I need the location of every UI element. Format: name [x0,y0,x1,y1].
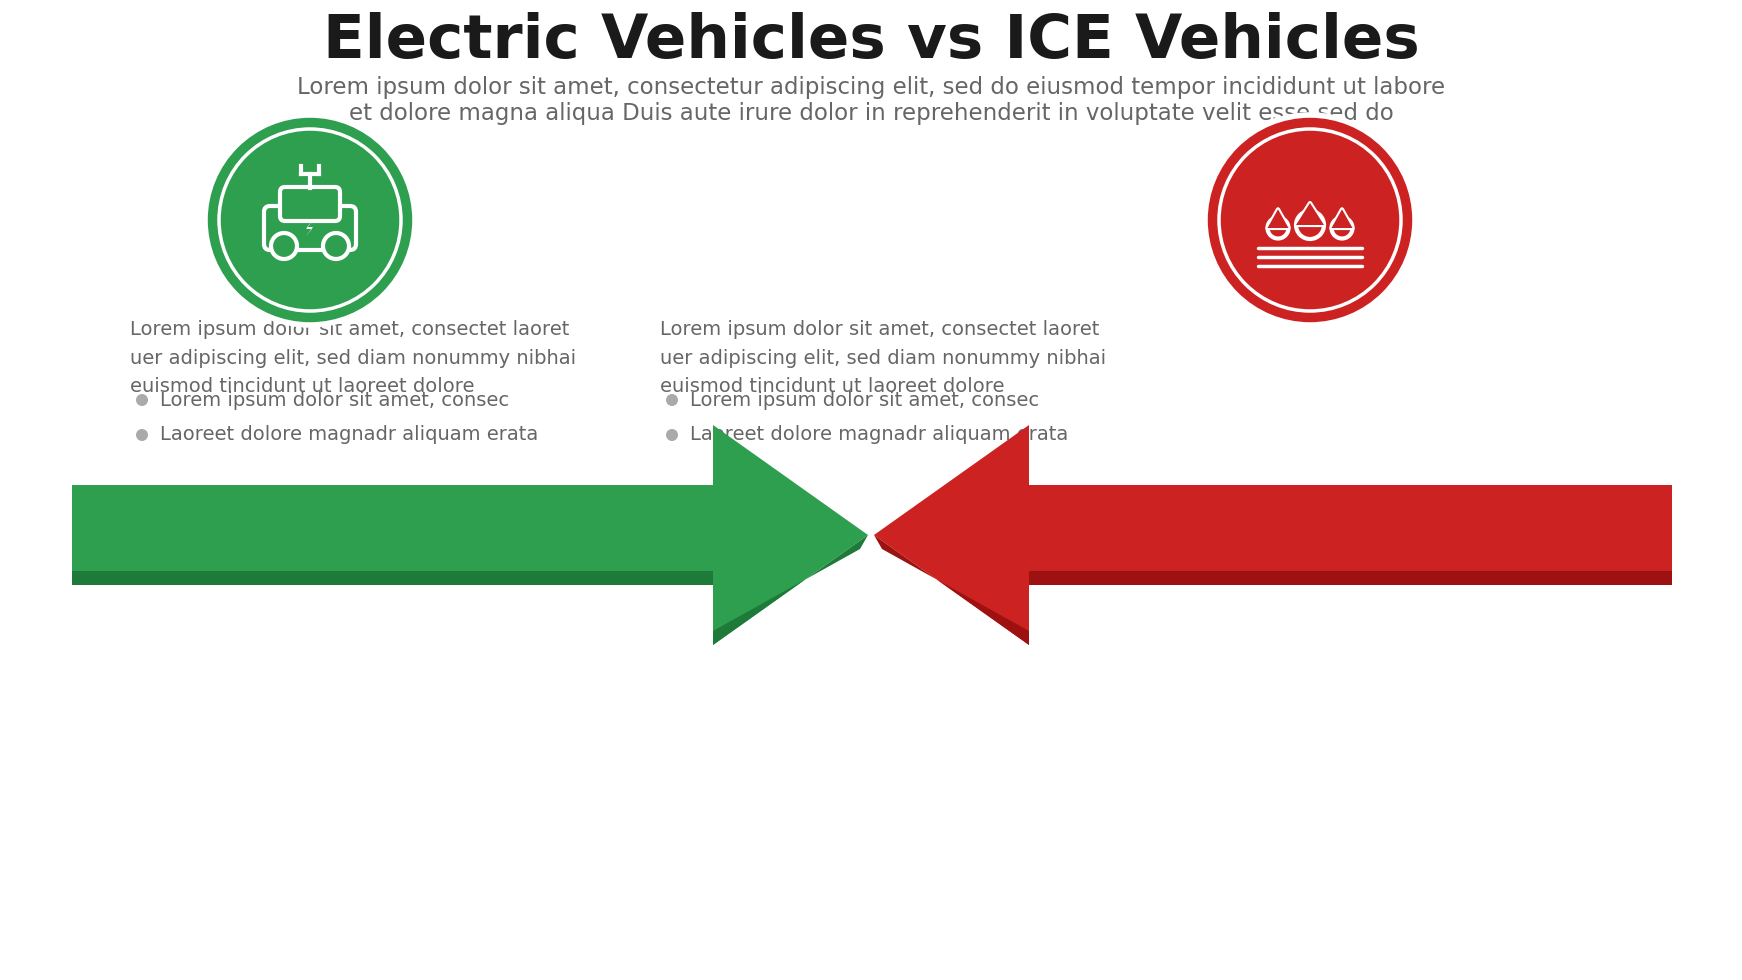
Circle shape [206,115,415,325]
Polygon shape [71,535,868,645]
Polygon shape [874,425,1672,645]
Polygon shape [1268,210,1289,228]
Text: Laoreet dolore magnadr aliquam erata: Laoreet dolore magnadr aliquam erata [690,425,1068,445]
Circle shape [1296,211,1324,239]
Text: Lorem ipsum dolor sit amet, consec: Lorem ipsum dolor sit amet, consec [160,390,509,410]
Circle shape [665,429,678,441]
Polygon shape [1331,210,1352,228]
Circle shape [1268,218,1289,238]
Circle shape [272,233,296,259]
Text: et dolore magna aliqua Duis aute irure dolor in reprehenderit in voluptate velit: et dolore magna aliqua Duis aute irure d… [348,103,1394,125]
Polygon shape [71,425,868,645]
FancyBboxPatch shape [265,206,355,250]
Circle shape [665,394,678,406]
Text: Lorem ipsum dolor sit amet, consectet laoret
uer adipiscing elit, sed diam nonum: Lorem ipsum dolor sit amet, consectet la… [131,320,577,397]
Text: Lorem ipsum dolor sit amet, consectet laoret
uer adipiscing elit, sed diam nonum: Lorem ipsum dolor sit amet, consectet la… [660,320,1106,397]
Circle shape [1205,115,1415,325]
Text: Lorem ipsum dolor sit amet, consectetur adipiscing elit, sed do eiusmod tempor i: Lorem ipsum dolor sit amet, consectetur … [296,76,1446,100]
Polygon shape [1268,210,1289,228]
Polygon shape [1331,210,1352,228]
Polygon shape [1296,203,1324,225]
Circle shape [136,394,148,406]
Polygon shape [874,535,1672,645]
Polygon shape [1296,203,1324,225]
Circle shape [322,233,348,259]
Text: Lorem ipsum dolor sit amet, consec: Lorem ipsum dolor sit amet, consec [690,390,1040,410]
Polygon shape [305,218,315,237]
Circle shape [1331,218,1352,238]
Circle shape [136,429,148,441]
FancyBboxPatch shape [280,187,340,221]
Text: Laoreet dolore magnadr aliquam erata: Laoreet dolore magnadr aliquam erata [160,425,538,445]
Text: Electric Vehicles vs ICE Vehicles: Electric Vehicles vs ICE Vehicles [322,13,1420,72]
